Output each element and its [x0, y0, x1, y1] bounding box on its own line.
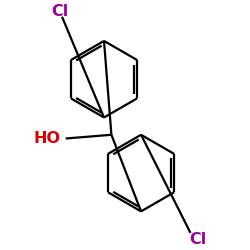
Text: HO: HO [34, 131, 61, 146]
Text: Cl: Cl [51, 4, 68, 19]
Text: Cl: Cl [189, 232, 206, 246]
